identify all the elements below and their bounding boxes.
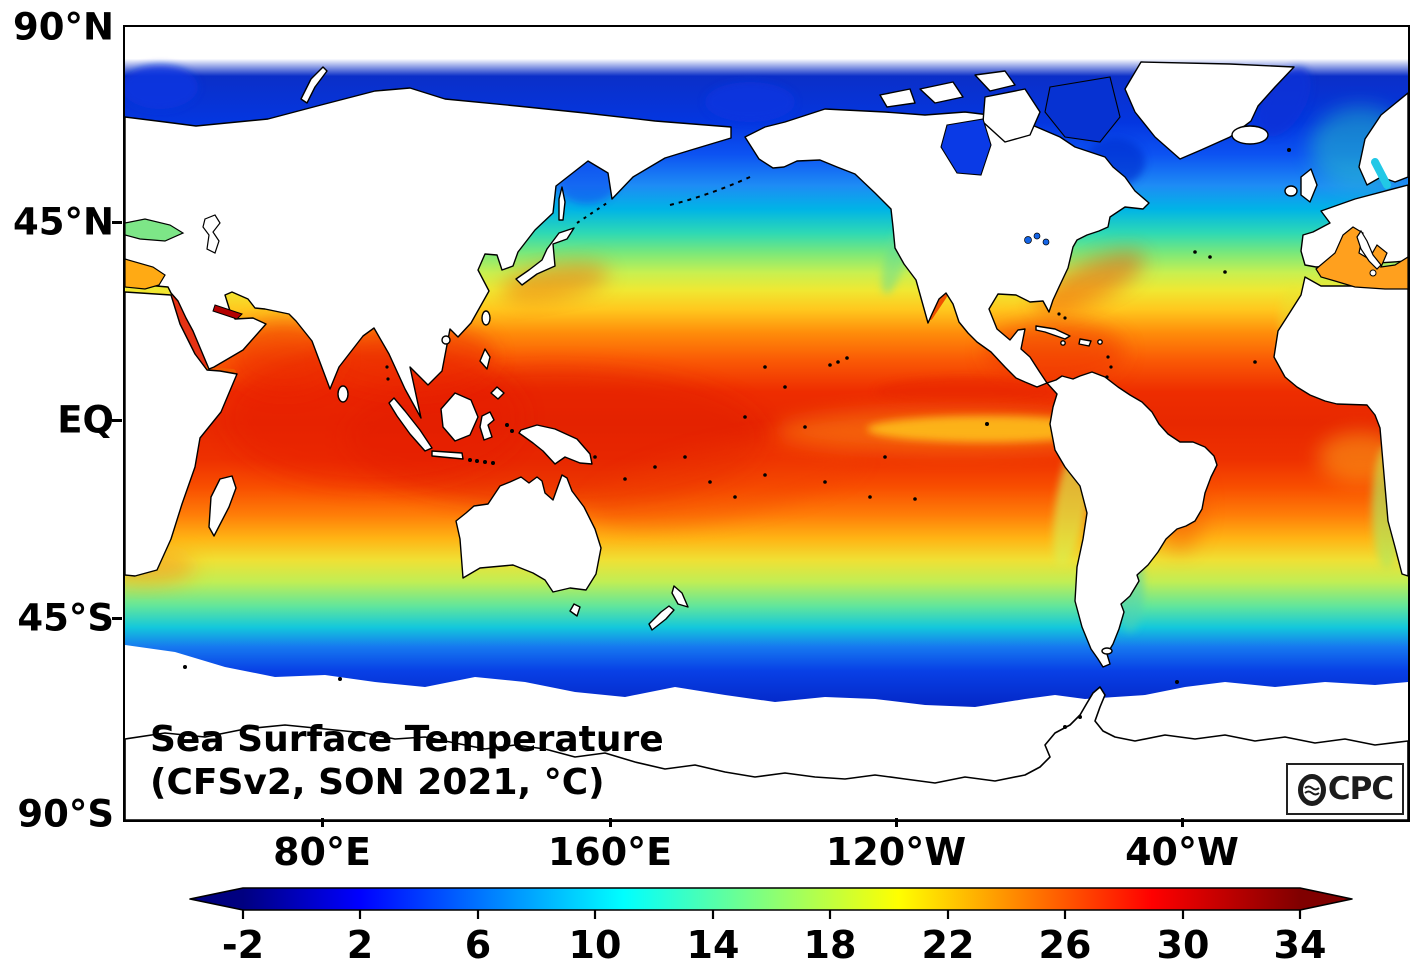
y-axis-label-90s: 90°S bbox=[17, 792, 114, 836]
landmass-cuba bbox=[1035, 325, 1071, 340]
landmass-sulawesi bbox=[479, 411, 495, 441]
great-lakes bbox=[1042, 238, 1050, 246]
colorbar: -2 2 6 10 14 18 22 26 30 34 bbox=[189, 887, 1353, 967]
y-tick-eq bbox=[112, 419, 122, 422]
cpc-logo: CPC bbox=[1286, 763, 1404, 815]
landmass-north-america bbox=[744, 108, 1150, 388]
landmass-arctic-island bbox=[974, 70, 1016, 92]
baffin-bay bbox=[1044, 76, 1121, 143]
y-axis-label-45s: 45°S bbox=[17, 596, 114, 640]
landmass-novaya-zemlya bbox=[300, 66, 328, 104]
y-axis-label-90n: 90°N bbox=[13, 5, 114, 49]
landmass-tasmania bbox=[569, 603, 581, 617]
landmass-italy bbox=[1356, 229, 1382, 270]
x-axis-label-160e: 160°E bbox=[547, 830, 673, 874]
x-axis-label-40w: 40°W bbox=[1125, 830, 1239, 874]
plot-title-line1: Sea Surface Temperature bbox=[150, 719, 664, 760]
x-axis-label-120w: 120°W bbox=[825, 830, 967, 874]
colorbar-label: 30 bbox=[1157, 923, 1210, 967]
landmass-eurasia bbox=[125, 87, 732, 419]
island-specks bbox=[183, 148, 1291, 684]
antarctic-island-dot bbox=[1063, 725, 1067, 729]
landmass-australia bbox=[455, 474, 602, 593]
colorbar-tick-labels: -2 2 6 10 14 18 22 26 30 34 bbox=[222, 923, 1327, 967]
landmass-arctic-island bbox=[879, 88, 916, 108]
plot-title: Sea Surface Temperature (CFSv2, SON 2021… bbox=[150, 718, 664, 804]
red-sea bbox=[169, 293, 207, 369]
landmass-japan bbox=[515, 227, 575, 286]
x-tick-40w bbox=[1181, 818, 1184, 827]
colorbar-label: 10 bbox=[569, 923, 622, 967]
landmass-madagascar bbox=[208, 475, 237, 537]
great-lakes bbox=[1024, 236, 1032, 244]
colorbar-label: 18 bbox=[804, 923, 857, 967]
colorbar-label: 34 bbox=[1274, 923, 1327, 967]
x-tick-80e bbox=[321, 818, 324, 827]
caspian-sea bbox=[202, 214, 221, 254]
y-tick-45n bbox=[112, 221, 122, 224]
cpc-logo-wave-circle-icon bbox=[1297, 774, 1326, 806]
kuril-islands bbox=[576, 202, 608, 224]
landmass-sri-lanka bbox=[337, 385, 349, 403]
sst-map bbox=[125, 27, 1408, 820]
landmass-sumatra bbox=[388, 397, 433, 452]
mediterranean-east bbox=[125, 258, 166, 290]
landmass-mindanao bbox=[490, 386, 505, 400]
landmass-java bbox=[431, 450, 464, 460]
landmass-sicily bbox=[1369, 269, 1377, 277]
landmass-hispaniola bbox=[1078, 338, 1092, 347]
landmasses bbox=[125, 61, 1408, 668]
antarctic-island-dot bbox=[1078, 715, 1082, 719]
x-tick-160e bbox=[609, 818, 612, 827]
x-tick-120w bbox=[895, 818, 898, 827]
landmass-sakhalin bbox=[558, 186, 566, 221]
landmass-south-america bbox=[1046, 371, 1218, 668]
landmass-greenland bbox=[1124, 61, 1295, 160]
mediterranean-west bbox=[1315, 226, 1408, 290]
map-frame bbox=[123, 25, 1410, 822]
landmass-jamaica bbox=[1060, 340, 1066, 346]
colorbar-ticks bbox=[241, 910, 1302, 919]
colorbar-label: -2 bbox=[222, 923, 264, 967]
landmass-arctic-island bbox=[919, 81, 964, 104]
hudson-bay bbox=[940, 118, 992, 176]
colorbar-label: 2 bbox=[347, 923, 373, 967]
colorbar-gradient-bar bbox=[189, 887, 1353, 911]
colorbar-label: 14 bbox=[687, 923, 740, 967]
landmass-nz-south-island bbox=[648, 605, 675, 631]
landmass-falklands bbox=[1101, 647, 1113, 655]
y-axis-label-eq: EQ bbox=[57, 398, 114, 442]
y-axis-label-45n: 45°N bbox=[13, 200, 114, 244]
persian-gulf bbox=[212, 304, 243, 320]
landmass-africa-west bbox=[1273, 276, 1408, 577]
y-tick-45s bbox=[112, 617, 122, 620]
landmass-hainan bbox=[441, 335, 451, 345]
colorbar-label: 6 bbox=[465, 923, 491, 967]
landmass-borneo bbox=[440, 392, 479, 442]
landmass-nz-north-island bbox=[671, 585, 689, 608]
landmass-great-britain bbox=[1300, 168, 1318, 203]
landmass-puerto-rico bbox=[1097, 339, 1103, 345]
plot-title-line2: (CFSv2, SON 2021, °C) bbox=[150, 762, 605, 803]
landmass-iceland bbox=[1231, 125, 1269, 145]
baltic-sea bbox=[1371, 158, 1391, 189]
colorbar-label: 26 bbox=[1039, 923, 1092, 967]
landmass-ireland bbox=[1284, 185, 1298, 197]
landmass-taiwan bbox=[481, 310, 491, 326]
mediterranean-seas bbox=[125, 76, 1408, 320]
antarctica-coastline bbox=[125, 686, 1408, 820]
x-axis-label-80e: 80°E bbox=[273, 830, 371, 874]
cpc-logo-text: CPC bbox=[1327, 771, 1394, 807]
landmass-africa-east bbox=[125, 291, 238, 577]
landmass-luzon bbox=[479, 348, 491, 370]
landmass-new-guinea bbox=[518, 424, 593, 465]
great-lakes bbox=[1033, 232, 1041, 240]
colorbar-label: 22 bbox=[922, 923, 975, 967]
black-sea bbox=[125, 218, 185, 242]
